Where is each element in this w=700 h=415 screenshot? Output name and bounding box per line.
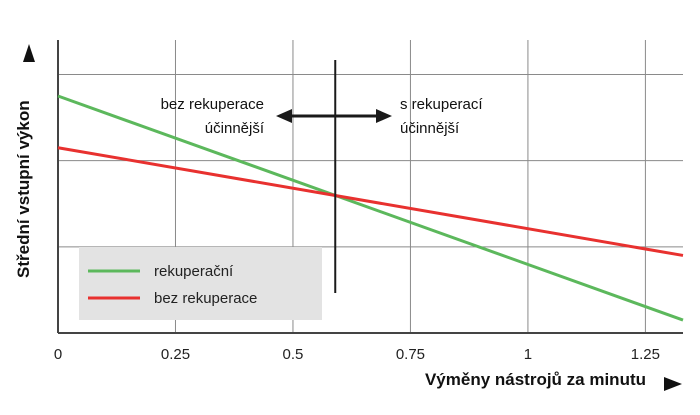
arrow-right-icon bbox=[376, 109, 392, 123]
arrow-left-icon bbox=[276, 109, 292, 123]
tick-labels: 0 0.25 0.5 0.75 1 1.25 bbox=[54, 346, 660, 363]
legend: rekuperační bez rekuperace bbox=[79, 247, 322, 320]
x-tick-label-2: 0.5 bbox=[283, 346, 304, 363]
threshold-marker bbox=[276, 60, 392, 293]
x-tick-label-1: 0.25 bbox=[161, 346, 190, 363]
x-axis-arrow-icon bbox=[664, 377, 682, 391]
x-tick-label-3: 0.75 bbox=[396, 346, 425, 363]
series-line-0 bbox=[57, 94, 684, 322]
y-axis-arrow-icon bbox=[23, 44, 35, 62]
grid bbox=[58, 40, 683, 333]
x-tick-label-4: 1 bbox=[524, 346, 532, 363]
series-lines bbox=[57, 94, 684, 322]
annotation-left-line2: účinnější bbox=[205, 120, 265, 137]
legend-label-bez-rekuperace: bez rekuperace bbox=[154, 290, 257, 307]
x-tick-label-5: 1.25 bbox=[631, 346, 660, 363]
annotation-left-line1: bez rekuperace bbox=[161, 96, 264, 113]
axes bbox=[57, 40, 683, 334]
series-line-1 bbox=[57, 146, 684, 257]
annotation-right-line1: s rekuperací bbox=[400, 96, 483, 113]
annotation-right-line2: účinnější bbox=[400, 120, 460, 137]
legend-label-rekuperacni: rekuperační bbox=[154, 263, 234, 280]
x-axis-title: Výměny nástrojů za minutu bbox=[425, 370, 646, 389]
y-axis-title: Střední vstupní výkon bbox=[14, 100, 33, 278]
legend-box bbox=[79, 247, 322, 320]
x-tick-label-0: 0 bbox=[54, 346, 62, 363]
